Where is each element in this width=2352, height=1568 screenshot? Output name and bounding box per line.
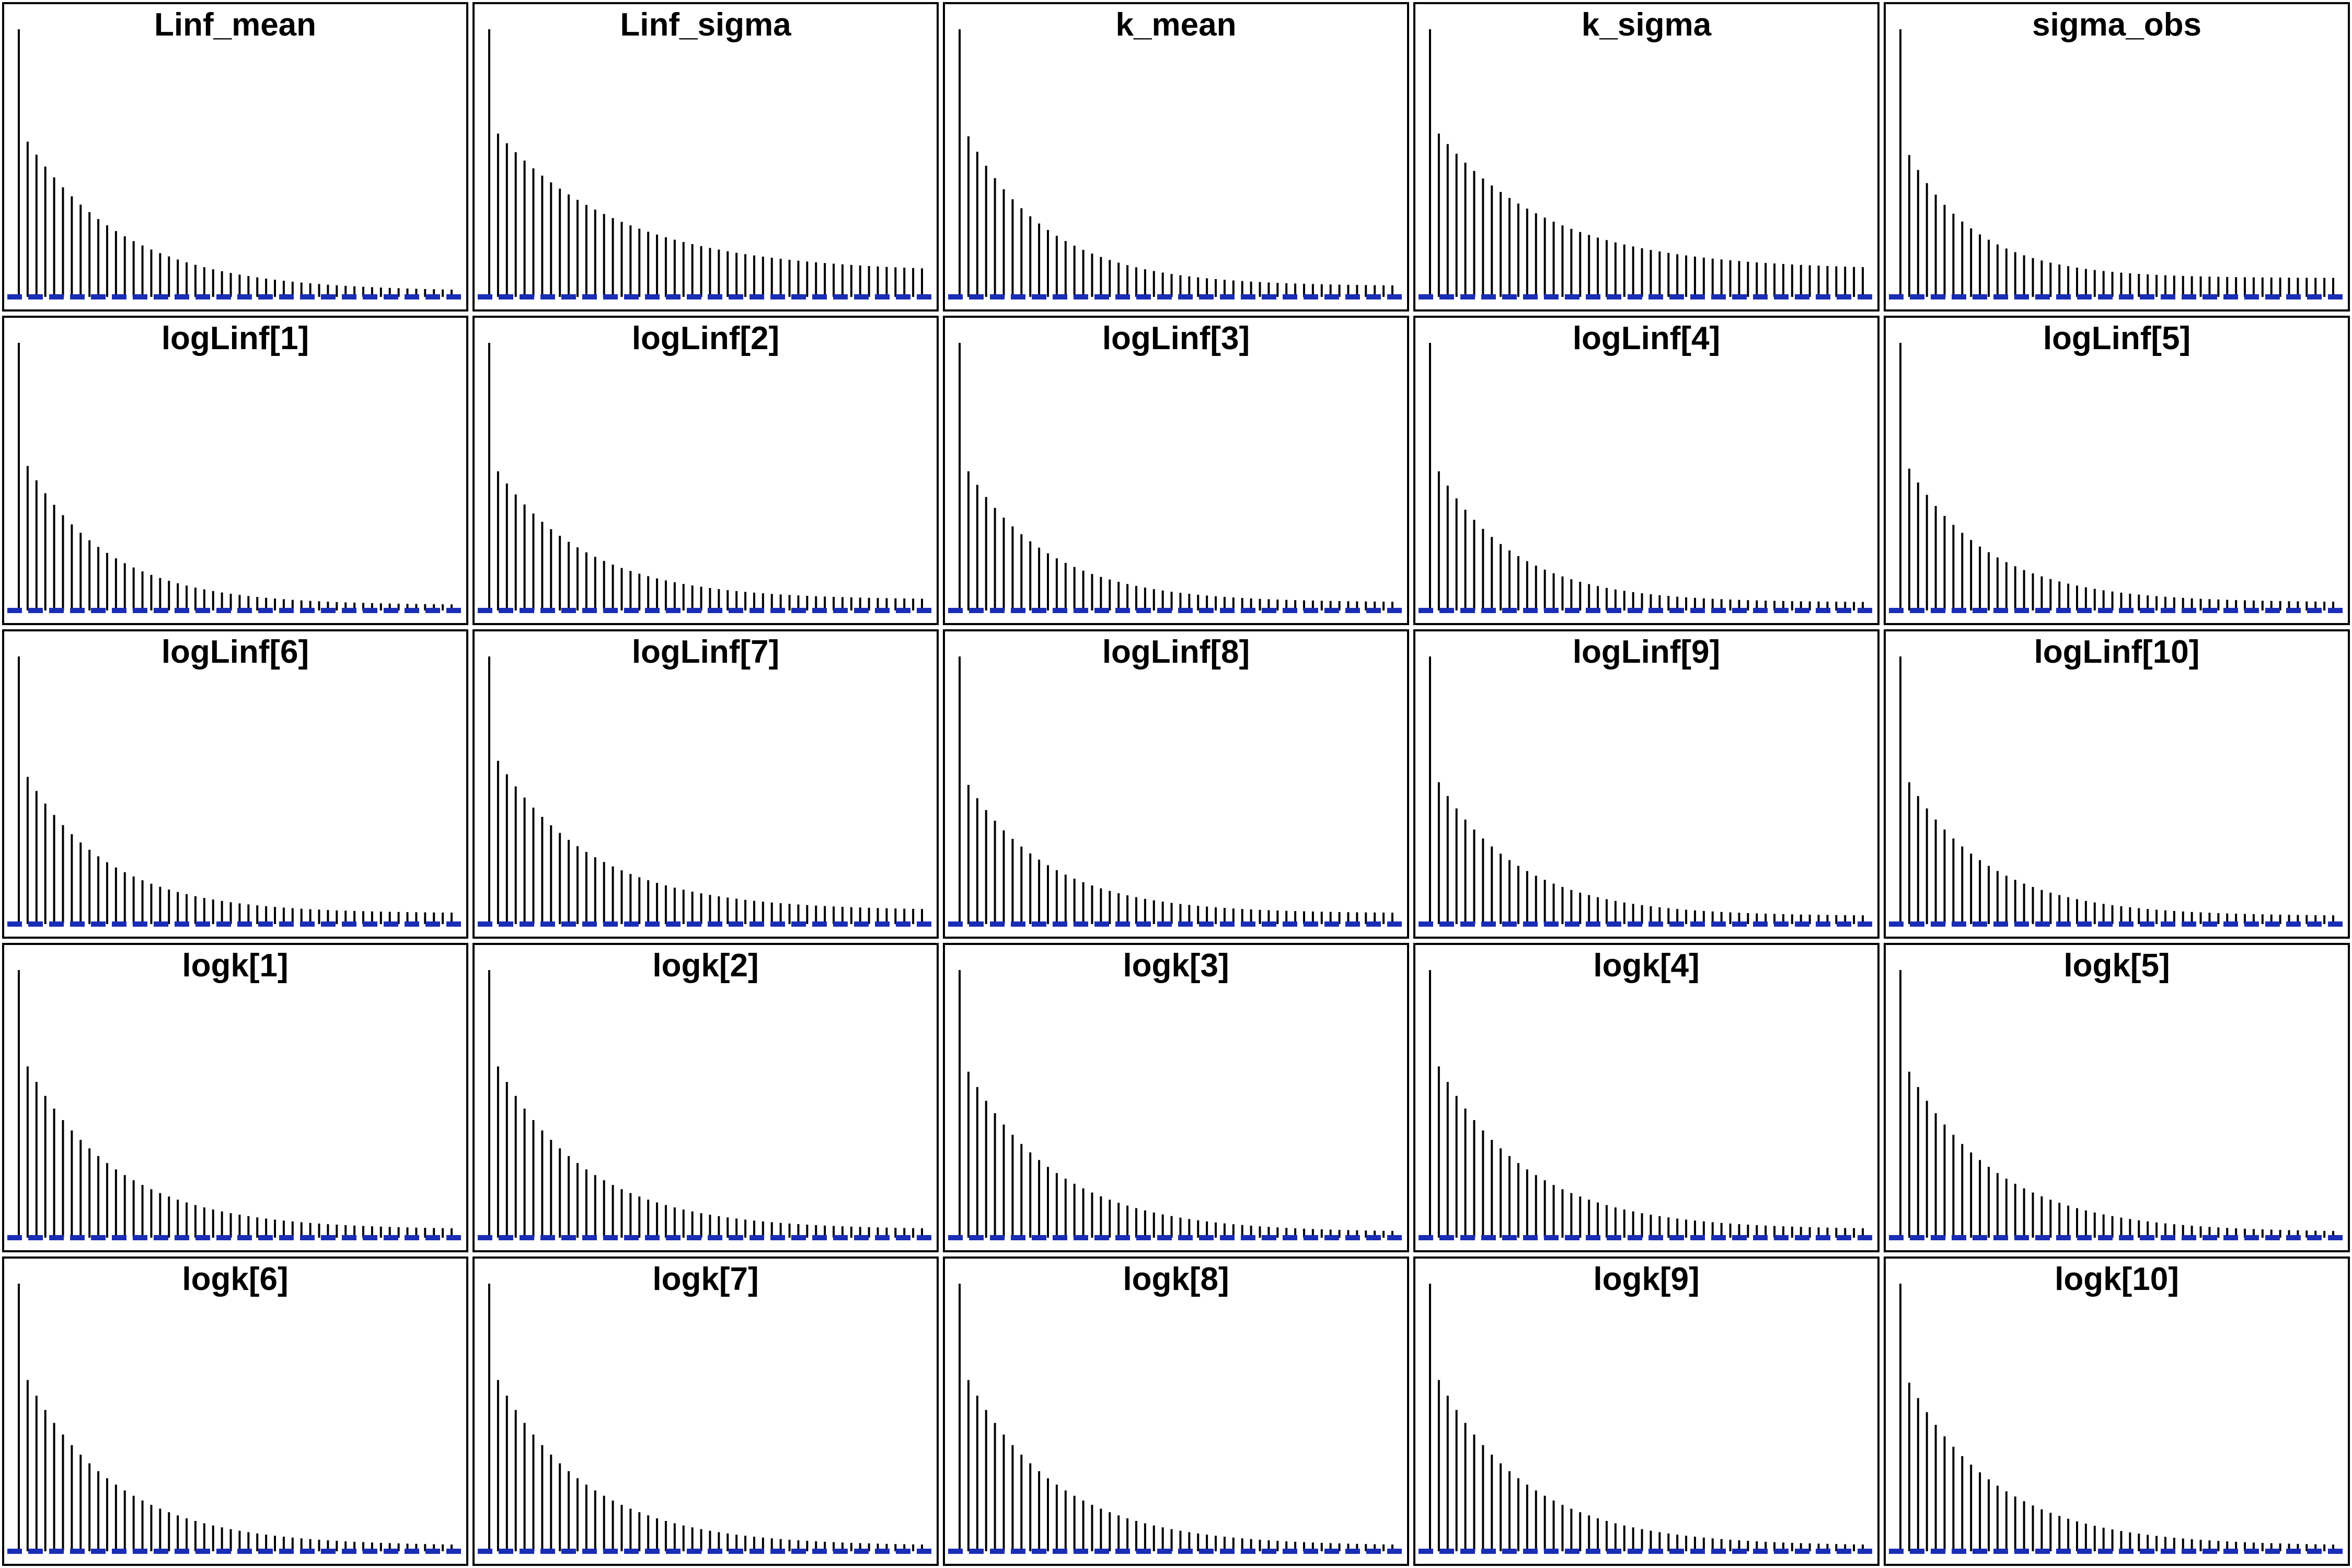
panel-title: logLinf[4] [1573, 320, 1720, 356]
panel-title: k_sigma [1582, 7, 1712, 43]
acf-panel: logk[2] [472, 943, 939, 1252]
acf-panel: logLinf[3] [943, 316, 1409, 625]
panel-title: logk[2] [652, 948, 758, 984]
panel-title: logLinf[2] [632, 320, 779, 356]
acf-panel: logLinf[5] [1884, 316, 2350, 625]
panel-title: logLinf[5] [2043, 320, 2190, 356]
panel-title: logk[1] [182, 948, 288, 984]
panel-title: Linf_mean [154, 7, 316, 43]
panel-title: logk[5] [2063, 948, 2170, 984]
panel-title: logk[10] [2055, 1261, 2179, 1297]
acf-panel: logk[10] [1884, 1256, 2350, 1566]
panel-title: logk[8] [1123, 1261, 1229, 1297]
acf-panel: logLinf[2] [472, 316, 939, 625]
acf-panel: sigma_obs [1884, 2, 2350, 312]
acf-panel: logk[9] [1413, 1256, 1880, 1566]
acf-panel: logk[5] [1884, 943, 2350, 1252]
acf-panel: k_mean [943, 2, 1409, 312]
acf-panel: logk[4] [1413, 943, 1880, 1252]
acf-panel: logk[8] [943, 1256, 1409, 1566]
panel-title: logLinf[3] [1102, 320, 1250, 356]
acf-panel: logk[3] [943, 943, 1409, 1252]
panel-title: logLinf[10] [2034, 634, 2200, 670]
panel-title: logk[6] [182, 1261, 288, 1297]
panel-title: logk[4] [1593, 948, 1699, 984]
acf-panel: logk[6] [2, 1256, 468, 1566]
panel-title: logLinf[6] [162, 634, 309, 670]
acf-panel: Linf_sigma [472, 2, 939, 312]
acf-panel: logLinf[9] [1413, 629, 1880, 939]
acf-panel: logLinf[4] [1413, 316, 1880, 625]
panel-title: k_mean [1116, 7, 1237, 43]
acf-panel: k_sigma [1413, 2, 1880, 312]
acf-panel: Linf_mean [2, 2, 468, 312]
panel-title: logLinf[7] [632, 634, 779, 670]
acf-panel: logLinf[6] [2, 629, 468, 939]
acf-panel: logk[1] [2, 943, 468, 1252]
panel-title: logLinf[1] [162, 320, 309, 356]
acf-panel: logk[7] [472, 1256, 939, 1566]
acf-panel: logLinf[7] [472, 629, 939, 939]
panel-title: Linf_sigma [620, 7, 791, 43]
acf-panel: logLinf[10] [1884, 629, 2350, 939]
panel-title: logLinf[8] [1102, 634, 1250, 670]
acf-panel: logLinf[1] [2, 316, 468, 625]
panel-title: logk[9] [1593, 1261, 1699, 1297]
acf-panel: logLinf[8] [943, 629, 1409, 939]
panel-title: logLinf[9] [1573, 634, 1720, 670]
panel-title: logk[3] [1123, 948, 1229, 984]
panel-title: logk[7] [652, 1261, 758, 1297]
panel-title: sigma_obs [2032, 7, 2201, 43]
